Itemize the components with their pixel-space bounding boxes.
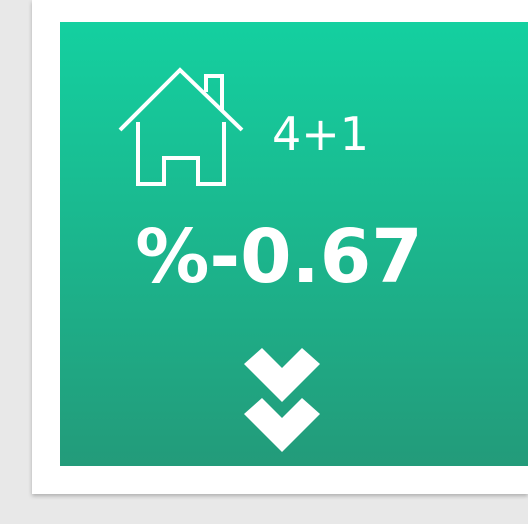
- change-value: %-0.67: [135, 214, 423, 300]
- tile: [60, 22, 528, 466]
- room-type: 4+1: [272, 107, 370, 161]
- house-icon: [118, 67, 244, 186]
- down-chevrons: [244, 348, 320, 452]
